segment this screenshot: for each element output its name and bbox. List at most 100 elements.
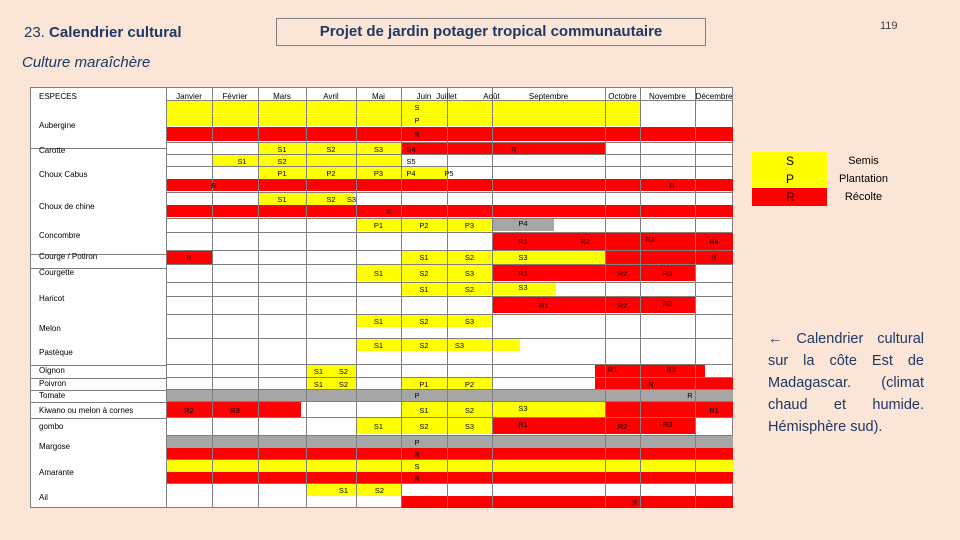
- cell-code: S2: [419, 422, 429, 431]
- row-separator: [31, 268, 167, 269]
- grid-line: [166, 389, 733, 390]
- cell-code: P1: [277, 169, 287, 178]
- cell-code: P2: [326, 169, 336, 178]
- grid-line: [166, 483, 733, 484]
- cell-code: S3: [518, 253, 528, 262]
- calendar-note: ← Calendrier cultural sur la côte Est de…: [768, 331, 924, 435]
- bar-courge-harvest-1: [166, 251, 212, 265]
- bar-choux-sowing: [212, 155, 402, 167]
- cell-code: R: [687, 391, 693, 400]
- bar-courgette-harvest: [492, 265, 695, 281]
- bar-concombre-harvest: [492, 233, 733, 251]
- month-header: Novembre: [649, 92, 686, 101]
- grid-line: [166, 100, 733, 101]
- species-label: Tomate: [39, 391, 66, 400]
- cell-code: R2: [617, 301, 628, 310]
- cell-code: R3: [645, 235, 655, 244]
- species-label: Kiwano ou melon à cornes: [39, 406, 134, 415]
- grid-line: [166, 459, 733, 460]
- cell-code: R1: [518, 269, 528, 278]
- cell-code: S2: [326, 145, 336, 154]
- grid-line: [166, 314, 733, 315]
- grid-line: [166, 296, 733, 297]
- cell-code: P1: [373, 221, 384, 230]
- species-label: Courgette: [39, 268, 75, 277]
- month-header: Mai: [372, 92, 385, 101]
- bar-haricot-sowing: [401, 283, 556, 295]
- grid-line: [166, 232, 733, 233]
- cell-code: S1: [419, 285, 429, 294]
- cell-code: S2: [419, 269, 429, 278]
- cell-code: S3: [346, 195, 357, 204]
- legend-row-planting: P Plantation: [752, 170, 900, 188]
- bar-amarante-harvest: [166, 472, 733, 484]
- bar-poivron-harvest: [595, 378, 733, 390]
- bar-aubergine-sowing: [166, 101, 640, 113]
- cell-code: S2: [419, 317, 429, 326]
- species-label: Carotte: [39, 146, 66, 155]
- species-label: Ail: [39, 493, 48, 502]
- legend-code: P: [752, 170, 827, 188]
- bar-amarante-sowing: [166, 460, 733, 472]
- bar-kiwano-harvest-2: [605, 402, 733, 418]
- cell-code: P5: [444, 169, 454, 178]
- cell-code: R2: [617, 269, 628, 278]
- cell-code: R: [711, 253, 717, 262]
- cell-code: R: [414, 450, 420, 459]
- cell-code: S1: [373, 422, 384, 431]
- cell-code: S1: [277, 195, 287, 204]
- month-header: Février: [222, 92, 248, 101]
- row-separator: [31, 418, 167, 419]
- bar-ail-harvest: [401, 496, 733, 508]
- bar-courge-sowing: [401, 251, 605, 265]
- cell-code: S3: [464, 269, 475, 278]
- bar-haricot-harvest: [492, 297, 695, 313]
- bar-chine-harvest: [166, 205, 733, 217]
- cell-code: R: [669, 181, 675, 190]
- bar-poivron-sowing: [306, 378, 356, 390]
- species-label: Choux de chine: [39, 202, 95, 211]
- bar-gombo-harvest: [492, 418, 695, 434]
- cell-code: R3: [230, 406, 240, 415]
- cell-code: R: [386, 207, 392, 216]
- cell-code: R: [186, 253, 192, 262]
- section-title-text: Calendrier cultural: [49, 24, 182, 41]
- cell-code: R: [511, 145, 517, 154]
- cell-code: P1: [419, 380, 429, 389]
- cell-code: R: [632, 498, 638, 507]
- grid-line: [492, 88, 493, 507]
- cell-code: R1: [518, 237, 528, 246]
- cell-code: P2: [464, 380, 475, 389]
- cell-code: S2: [338, 367, 349, 376]
- bar-melon-sowing: [356, 315, 492, 327]
- cell-code: S3: [518, 283, 528, 292]
- cell-code: R: [414, 474, 420, 483]
- bar-tomate-planting: [166, 390, 733, 402]
- grid-line: [605, 88, 606, 507]
- grid-line: [447, 88, 448, 507]
- grid-line: [166, 377, 733, 378]
- species-label: Pastèque: [39, 348, 73, 357]
- cell-code: S2: [419, 341, 429, 350]
- grid-line: [695, 88, 696, 507]
- row-separator: [31, 254, 167, 255]
- bar-ail-sowing: [306, 484, 401, 496]
- legend-label: Plantation: [839, 173, 888, 185]
- cell-code: R1: [518, 420, 528, 429]
- cell-code: P: [414, 116, 420, 125]
- bar-concombre-p4: [492, 219, 554, 231]
- cell-code: S: [414, 103, 420, 112]
- cell-code: S2: [326, 195, 336, 204]
- species-label: Concombre: [39, 231, 81, 240]
- row-separator: [31, 390, 167, 391]
- species-label: Choux Cabus: [39, 170, 88, 179]
- legend-label: Récolte: [844, 191, 883, 203]
- cell-code: P3: [464, 221, 475, 230]
- species-label: Aubergine: [39, 121, 76, 130]
- subtitle: Culture maraîchère: [22, 54, 151, 71]
- grid-line: [166, 142, 733, 143]
- grid-line: [306, 88, 307, 507]
- grid-line: [166, 250, 733, 251]
- cell-code: R: [414, 130, 420, 139]
- bar-poivron-planting: [401, 378, 492, 390]
